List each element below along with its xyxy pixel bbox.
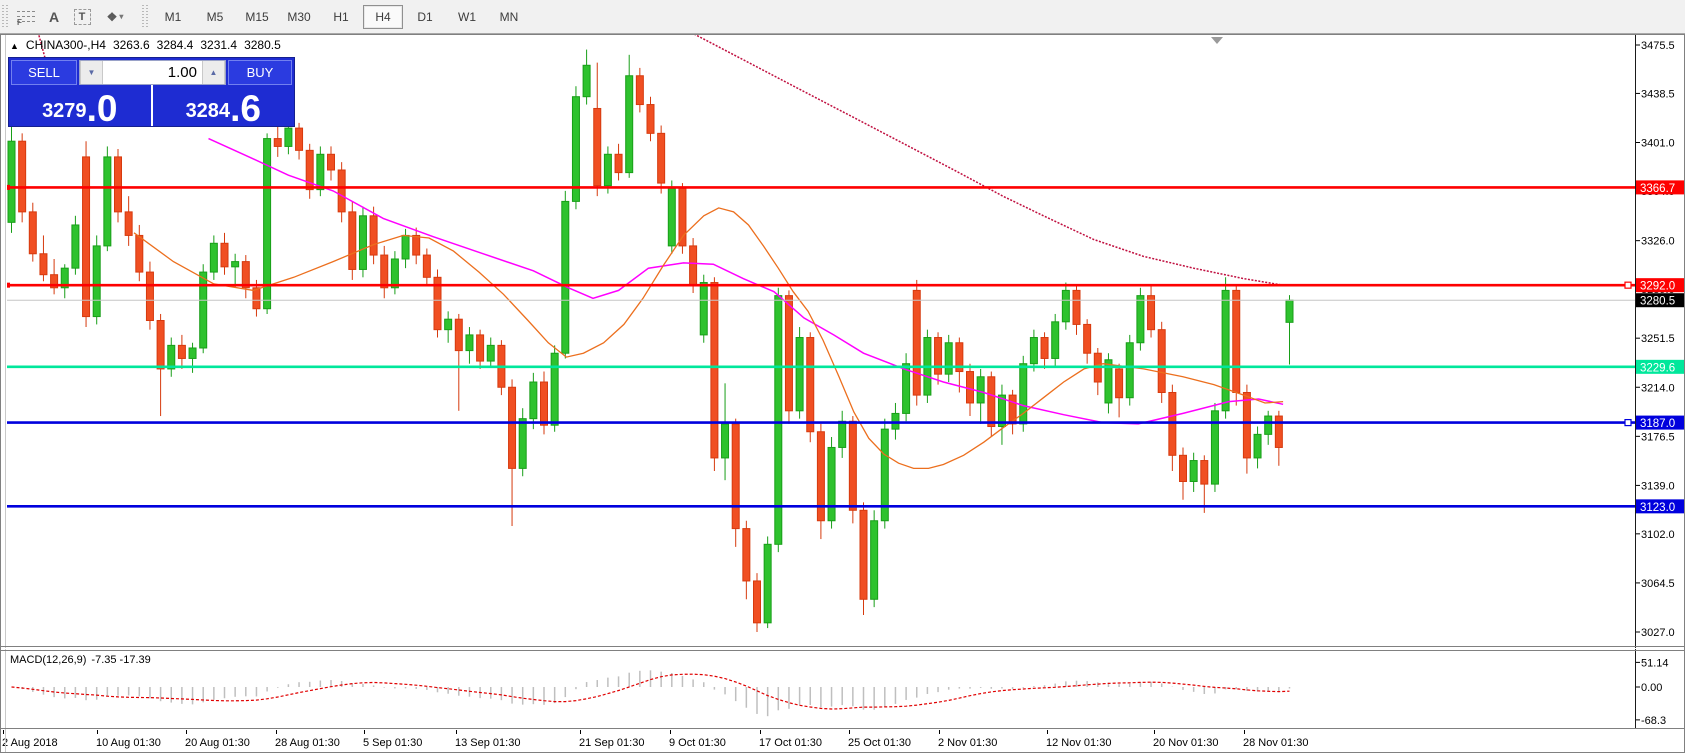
buy-price-button[interactable]: 3284.6	[153, 85, 295, 126]
svg-text:5 Sep 01:30: 5 Sep 01:30	[363, 737, 422, 749]
buy-button[interactable]: BUY	[228, 60, 292, 85]
toolbar: F A T ❖ ▾ M1 M5 M15 M30 H1 H4 D1 W1 MN	[0, 0, 1685, 34]
text-icon[interactable]: A	[40, 4, 68, 30]
svg-text:9 Oct 01:30: 9 Oct 01:30	[669, 737, 726, 749]
svg-text:3280.5: 3280.5	[1640, 296, 1675, 308]
timeframe-W1[interactable]: W1	[458, 9, 476, 24]
ohlc-high: 3284.4	[156, 38, 194, 52]
svg-text:-68.3: -68.3	[1641, 715, 1666, 727]
one-click-trading-panel: SELL ▼ ▲ BUY 3279.0 3284.6	[8, 57, 295, 127]
svg-text:0.00: 0.00	[1641, 682, 1662, 694]
timeframe-MN[interactable]: MN	[499, 9, 519, 24]
toolbar-grip[interactable]	[2, 4, 9, 29]
text-label-icon-glyph: T	[73, 8, 91, 25]
chart-window: ▲ CHINA300-,H4 3263.6 3284.4 3231.4 3280.5 SE…	[0, 34, 1685, 753]
fibonacci-icon-glyph: F	[17, 10, 35, 27]
window-frame	[0, 33, 1685, 753]
svg-text:3064.5: 3064.5	[1641, 578, 1675, 590]
timeframe-M15[interactable]: M15	[245, 9, 269, 24]
macd-pane[interactable]	[11, 670, 1291, 717]
macd-values: -7.35 -17.39	[91, 654, 151, 666]
svg-text:20 Aug 01:30: 20 Aug 01:30	[185, 737, 250, 749]
ma-orange	[133, 207, 1284, 470]
fibonacci-icon[interactable]: F	[12, 4, 40, 30]
collapse-arrow-icon[interactable]: ▲	[10, 41, 19, 51]
svg-text:3214.0: 3214.0	[1641, 382, 1675, 394]
svg-text:51.14: 51.14	[1641, 657, 1669, 669]
timeframe-M1[interactable]: M1	[164, 9, 182, 24]
sell-price-button[interactable]: 3279.0	[9, 85, 153, 129]
volume-input[interactable]	[103, 61, 202, 84]
buy-price-big: .6	[230, 87, 261, 129]
symbol-label: CHINA300-,H4	[25, 38, 106, 52]
ma-slow	[694, 35, 1284, 286]
volume-down-button[interactable]: ▼	[80, 61, 103, 84]
svg-text:17 Oct 01:30: 17 Oct 01:30	[759, 737, 822, 749]
svg-text:10 Aug 01:30: 10 Aug 01:30	[96, 737, 161, 749]
buy-price-main: 3284	[185, 100, 231, 122]
toolbar-grip-2[interactable]	[142, 4, 149, 29]
svg-text:3326.0: 3326.0	[1641, 236, 1675, 248]
svg-text:3102.0: 3102.0	[1641, 529, 1675, 541]
svg-text:3251.5: 3251.5	[1641, 333, 1675, 345]
timeframe-D1[interactable]: D1	[417, 9, 433, 24]
ohlc-low: 3231.4	[200, 38, 238, 52]
svg-text:2 Aug 2018: 2 Aug 2018	[2, 737, 58, 749]
svg-text:3292.0: 3292.0	[1640, 281, 1675, 293]
price-badge-3292.0	[1636, 278, 1685, 293]
svg-text:3123.0: 3123.0	[1640, 502, 1675, 514]
svg-text:20 Nov 01:30: 20 Nov 01:30	[1153, 737, 1218, 749]
macd-indicator-label: MACD(12,26,9) -7.35 -17.39	[10, 654, 151, 666]
svg-text:28 Nov 01:30: 28 Nov 01:30	[1243, 737, 1308, 749]
text-icon-glyph: A	[48, 8, 60, 25]
svg-text:3187.0: 3187.0	[1640, 418, 1675, 430]
timeframe-group: M1 M5 M15 M30 H1 H4 D1 W1 MN	[152, 4, 530, 29]
axes: 3475.53438.53401.03364.03326.03289.03251…	[2, 40, 1685, 749]
price-badge-3229.6	[1636, 359, 1685, 374]
macd-signal-line	[11, 673, 1290, 710]
timeframe-M30[interactable]: M30	[287, 9, 311, 24]
svg-text:3475.5: 3475.5	[1641, 40, 1675, 52]
svg-text:21 Sep 01:30: 21 Sep 01:30	[579, 737, 644, 749]
sell-price-big: .0	[86, 87, 118, 129]
arrows-icon[interactable]: ❖ ▾	[96, 4, 134, 30]
ohlc-close: 3280.5	[244, 38, 281, 52]
svg-text:2 Nov 01:30: 2 Nov 01:30	[938, 737, 997, 749]
svg-text:3366.7: 3366.7	[1640, 183, 1675, 195]
volume-up-button[interactable]: ▲	[202, 61, 225, 84]
macd-name: MACD(12,26,9)	[10, 654, 87, 666]
svg-text:13 Sep 01:30: 13 Sep 01:30	[455, 737, 520, 749]
price-badge-3123.0	[1636, 499, 1685, 514]
svg-text:3027.0: 3027.0	[1641, 627, 1675, 639]
svg-text:3438.5: 3438.5	[1641, 88, 1675, 100]
svg-text:25 Oct 01:30: 25 Oct 01:30	[848, 737, 911, 749]
timeframe-H4[interactable]: H4	[363, 4, 403, 29]
candles	[7, 49, 1294, 632]
svg-text:28 Aug 01:30: 28 Aug 01:30	[275, 737, 340, 749]
chart-shift-marker-icon[interactable]	[1211, 37, 1223, 44]
current-price-badge	[1636, 293, 1685, 308]
text-label-icon[interactable]: T	[68, 4, 96, 30]
svg-text:3229.6: 3229.6	[1640, 362, 1675, 374]
svg-text:3176.5: 3176.5	[1641, 431, 1675, 443]
svg-text:3401.0: 3401.0	[1641, 138, 1675, 150]
chart-title: ▲ CHINA300-,H4 3263.6 3284.4 3231.4 3280.5	[10, 38, 281, 52]
sell-price-main: 3279	[42, 100, 87, 122]
arrows-icon-glyph: ❖	[106, 9, 118, 24]
sell-button[interactable]: SELL	[11, 60, 77, 85]
timeframe-H1[interactable]: H1	[333, 9, 349, 24]
svg-text:12 Nov 01:30: 12 Nov 01:30	[1046, 737, 1111, 749]
price-badge-3187.0	[1636, 415, 1685, 430]
volume-stepper: ▼ ▲	[79, 60, 226, 85]
svg-text:3139.0: 3139.0	[1641, 480, 1675, 492]
main-pane[interactable]	[5, 13, 1635, 632]
ohlc-open: 3263.6	[112, 38, 150, 52]
chevron-down-icon: ▾	[119, 12, 124, 21]
timeframe-M5[interactable]: M5	[206, 9, 224, 24]
price-badge-3366.7	[1636, 180, 1685, 195]
